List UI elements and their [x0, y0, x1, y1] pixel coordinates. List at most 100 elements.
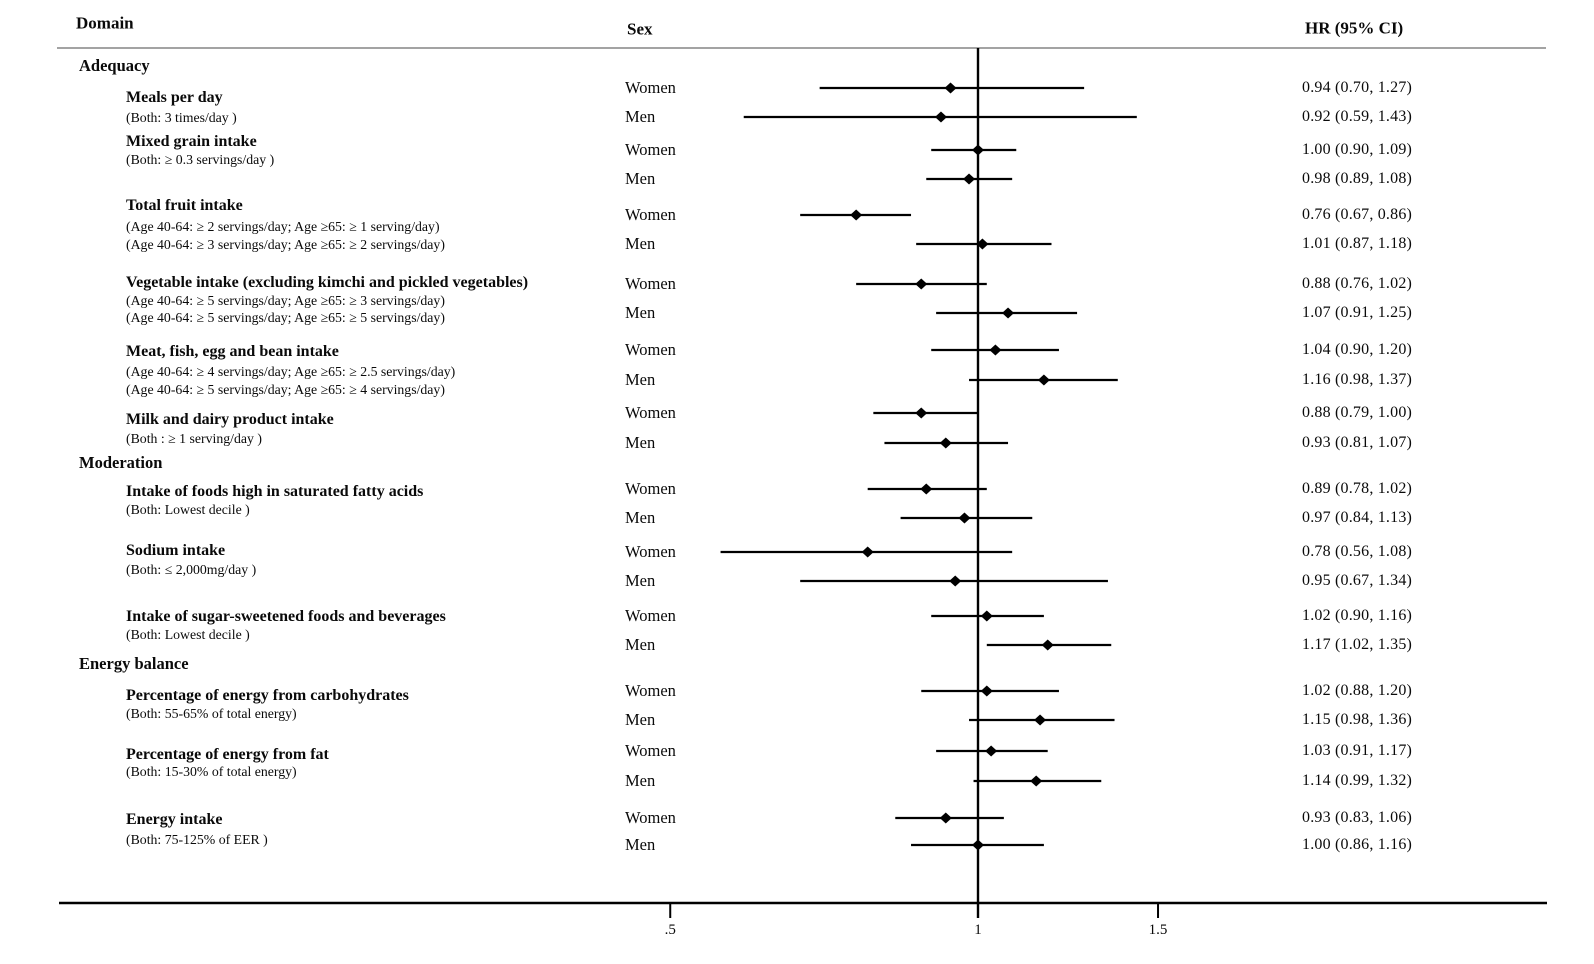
x-axis-tick-label: 1.5: [1149, 922, 1168, 938]
domain-group-label: Adequacy: [79, 55, 150, 75]
item-title: Percentage of energy from fat: [126, 746, 329, 763]
hr-value: 0.97 (0.84, 1.13): [1302, 509, 1413, 526]
hr-value: 0.94 (0.70, 1.27): [1302, 79, 1413, 96]
sex-label: Women: [625, 605, 676, 625]
item-criteria-line: (Age 40-64: ≥ 4 servings/day; Age ≥65: ≥…: [126, 364, 456, 380]
point-marker: [949, 575, 962, 587]
item-title: Mixed grain intake: [126, 133, 257, 150]
sex-label: Men: [625, 834, 656, 854]
sex-label: Women: [625, 139, 676, 159]
point-marker: [1034, 714, 1047, 726]
item-title: Meat, fish, egg and bean intake: [126, 343, 339, 360]
hr-value: 0.88 (0.79, 1.00): [1302, 404, 1413, 421]
point-marker: [972, 144, 984, 156]
item-criteria-line: (Age 40-64: ≥ 5 servings/day; Age ≥65: ≥…: [126, 310, 445, 326]
sex-label: Men: [625, 634, 656, 654]
item-criteria-line: (Age 40-64: ≥ 2 servings/day; Age ≥65: ≥…: [126, 219, 440, 235]
sex-label: Men: [625, 507, 656, 527]
sex-label: Women: [625, 339, 676, 359]
point-marker: [980, 610, 993, 622]
item-criteria-line: (Both: Lowest decile ): [126, 502, 250, 518]
item-criteria-line: (Both: 55-65% of total energy): [126, 706, 297, 722]
point-marker: [1041, 639, 1054, 651]
point-marker: [989, 344, 1002, 356]
hr-value: 0.92 (0.59, 1.43): [1302, 108, 1413, 125]
item-criteria-line: (Both: 15-30% of total energy): [126, 764, 297, 780]
point-marker: [972, 839, 984, 851]
point-marker: [850, 209, 863, 221]
header-divider-line: [57, 47, 1546, 49]
hr-value: 1.16 (0.98, 1.37): [1302, 371, 1413, 388]
hr-value: 1.14 (0.99, 1.32): [1302, 772, 1413, 789]
item-criteria-line: (Both: ≤ 2,000mg/day ): [126, 562, 257, 578]
point-marker: [915, 407, 928, 419]
hr-value: 0.89 (0.78, 1.02): [1302, 480, 1413, 497]
sex-label: Women: [625, 402, 676, 422]
point-marker: [958, 512, 971, 524]
item-title: Sodium intake: [126, 542, 226, 559]
item-title: Vegetable intake (excluding kimchi and p…: [126, 274, 529, 291]
item-title: Meals per day: [126, 89, 223, 106]
sex-label: Men: [625, 168, 656, 188]
sex-label: Men: [625, 369, 656, 389]
point-marker: [985, 745, 998, 757]
point-marker: [944, 82, 957, 94]
column-header-sex: Sex: [627, 19, 653, 39]
sex-label: Women: [625, 740, 676, 760]
item-criteria-line: (Both: Lowest decile ): [126, 627, 250, 643]
hr-value: 0.93 (0.81, 1.07): [1302, 434, 1413, 451]
item-title: Milk and dairy product intake: [126, 411, 334, 428]
sex-label: Women: [625, 541, 676, 561]
hr-value: 1.02 (0.90, 1.16): [1302, 607, 1413, 624]
column-header-domain: Domain: [76, 13, 134, 33]
hr-value: 0.76 (0.67, 0.86): [1302, 206, 1413, 223]
hr-value: 1.17 (1.02, 1.35): [1302, 636, 1413, 653]
sex-label: Women: [625, 807, 676, 827]
point-marker: [915, 278, 928, 290]
hr-value: 0.88 (0.76, 1.02): [1302, 275, 1413, 292]
item-title: Energy intake: [126, 811, 223, 828]
sex-label: Women: [625, 478, 676, 498]
hr-value: 1.00 (0.90, 1.09): [1302, 141, 1413, 158]
point-marker: [1030, 775, 1043, 787]
item-title: Total fruit intake: [126, 197, 243, 214]
hr-value: 0.93 (0.83, 1.06): [1302, 809, 1413, 826]
sex-label: Women: [625, 77, 676, 97]
item-criteria-line: (Age 40-64: ≥ 5 servings/day; Age ≥65: ≥…: [126, 293, 445, 309]
sex-label: Men: [625, 432, 656, 452]
item-criteria-line: (Age 40-64: ≥ 3 servings/day; Age ≥65: ≥…: [126, 237, 445, 253]
point-marker: [939, 437, 952, 449]
point-marker: [963, 173, 976, 185]
sex-label: Men: [625, 709, 656, 729]
column-header-hr: HR (95% CI): [1305, 18, 1404, 38]
x-axis-tick-label: 1: [974, 922, 982, 938]
sex-label: Women: [625, 680, 676, 700]
hr-value: 1.01 (0.87, 1.18): [1302, 235, 1413, 252]
hr-value: 1.00 (0.86, 1.16): [1302, 836, 1413, 853]
item-title: Percentage of energy from carbohydrates: [126, 687, 409, 704]
domain-group-label: Moderation: [79, 452, 163, 472]
sex-label: Men: [625, 770, 656, 790]
item-criteria-line: (Age 40-64: ≥ 5 servings/day; Age ≥65: ≥…: [126, 382, 445, 398]
point-marker: [980, 685, 993, 697]
sex-label: Men: [625, 233, 656, 253]
item-criteria-line: (Both: 75-125% of EER ): [126, 832, 268, 848]
sex-label: Women: [625, 204, 676, 224]
sex-label: Men: [625, 106, 656, 126]
sex-label: Women: [625, 273, 676, 293]
x-axis-tick-label: .5: [665, 922, 676, 938]
item-title: Intake of foods high in saturated fatty …: [126, 483, 424, 500]
point-marker: [976, 238, 989, 250]
hr-value: 1.03 (0.91, 1.17): [1302, 742, 1413, 759]
sex-label: Men: [625, 570, 656, 590]
domain-group-label: Energy balance: [79, 653, 189, 673]
hr-value: 1.15 (0.98, 1.36): [1302, 711, 1413, 728]
hr-value: 1.02 (0.88, 1.20): [1302, 682, 1413, 699]
item-criteria-line: (Both: 3 times/day ): [126, 110, 237, 126]
hr-value: 0.95 (0.67, 1.34): [1302, 572, 1413, 589]
item-criteria-line: (Both: ≥ 0.3 servings/day ): [126, 152, 275, 168]
hr-value: 0.78 (0.56, 1.08): [1302, 543, 1413, 560]
point-marker: [861, 546, 874, 558]
